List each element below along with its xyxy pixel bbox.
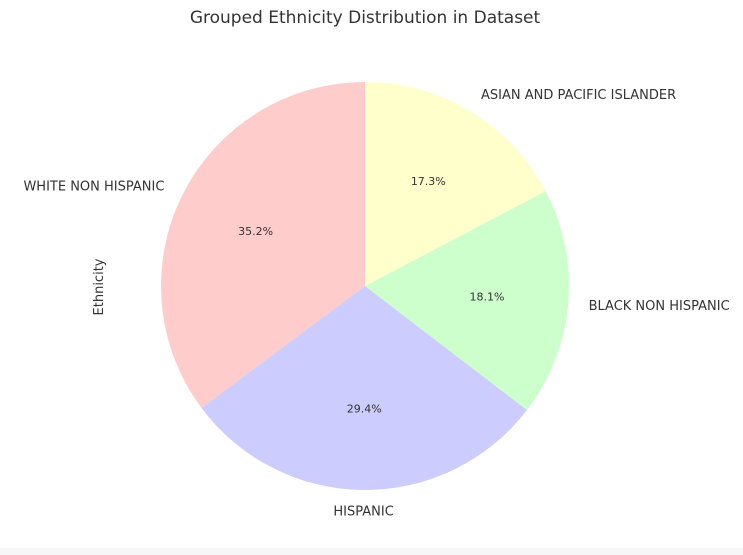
pct-label-black-non-hispanic: 18.1% — [469, 290, 504, 303]
slice-label-black-non-hispanic: BLACK NON HISPANIC — [589, 299, 730, 314]
y-axis-label: Ethnicity — [92, 258, 107, 315]
pie-slice-black-non-hispanic — [365, 191, 570, 411]
slice-label-hispanic: HISPANIC — [333, 504, 393, 519]
pct-label-hispanic: 29.4% — [347, 402, 382, 415]
pie-slice-hispanic — [201, 286, 527, 491]
pct-label-asian-and-pacific-islander: 17.3% — [411, 175, 446, 188]
slice-label-asian-and-pacific-islander: ASIAN AND PACIFIC ISLANDER — [481, 88, 676, 103]
bottom-strip — [0, 548, 743, 555]
pie-slice-white-non-hispanic — [160, 82, 365, 408]
slice-label-white-non-hispanic: WHITE NON HISPANIC — [23, 179, 164, 194]
pct-label-white-non-hispanic: 35.2% — [238, 225, 273, 238]
pie-slices — [160, 82, 570, 491]
chart-title: Grouped Ethnicity Distribution in Datase… — [190, 8, 541, 28]
pie-labels: 35.2% WHITE NON HISPANIC 29.4% HISPANIC 18.1… — [23, 88, 729, 519]
pie-slice-asian-and-pacific-islander — [365, 82, 546, 286]
